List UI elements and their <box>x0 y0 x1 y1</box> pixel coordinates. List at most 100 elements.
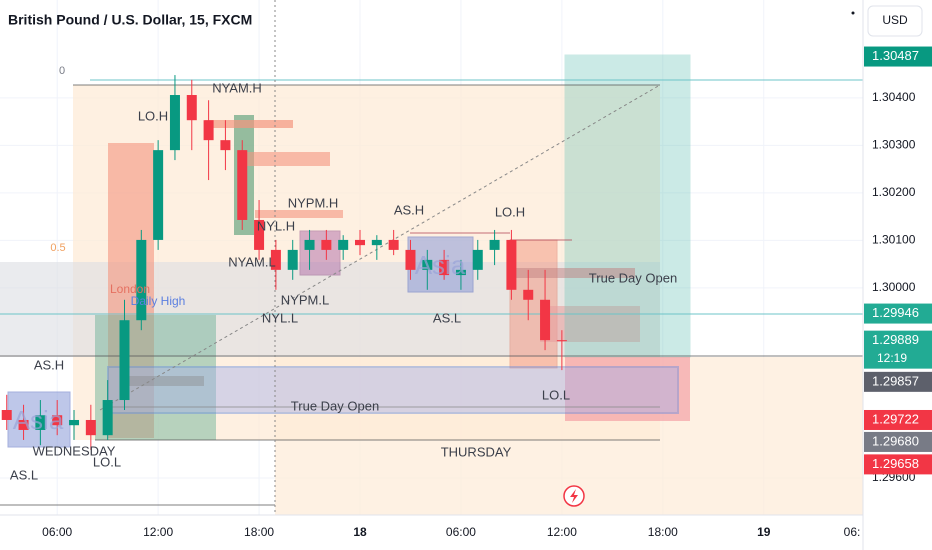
candle-body <box>220 140 231 151</box>
candle-body <box>355 239 366 246</box>
menu-dot[interactable] <box>851 11 855 15</box>
price-badge-label: 1.29889 <box>872 332 919 347</box>
stop-zone <box>565 357 690 421</box>
price-badge <box>864 46 932 67</box>
candle-body <box>540 299 551 341</box>
annotation: NYAM.H <box>212 80 262 95</box>
candle-body <box>35 415 46 430</box>
annotation: AS.L <box>433 310 461 325</box>
price-badge-label: 1.30487 <box>872 48 919 63</box>
annotation: True Day Open <box>291 398 379 413</box>
candle-body <box>153 150 164 240</box>
currency-button[interactable] <box>867 5 923 37</box>
annotation: London <box>110 282 150 296</box>
candle-body <box>254 219 265 250</box>
annotation: 0.5 <box>50 242 65 254</box>
y-tick-label: 1.30400 <box>872 90 916 104</box>
y-tick-label: 1.30100 <box>872 233 916 247</box>
candle-body <box>85 419 96 436</box>
annotation: NYPM.H <box>288 195 339 210</box>
candle-body <box>388 239 399 250</box>
level-bar <box>240 152 330 166</box>
candle-body <box>102 400 113 436</box>
annotation: AS.H <box>394 202 424 217</box>
price-badge <box>864 454 932 475</box>
level-bar <box>515 268 635 278</box>
countdown: 12:19 <box>877 351 907 365</box>
candle-body <box>371 239 382 246</box>
annotation: NYL.L <box>262 310 298 325</box>
x-tick-label: 12:00 <box>143 525 173 539</box>
candle-body <box>203 120 214 141</box>
candle-body <box>439 259 450 276</box>
candle-body <box>287 249 298 270</box>
x-tick-label: 06: <box>844 525 861 539</box>
level-bar <box>120 376 204 386</box>
candle-body <box>489 239 500 250</box>
candle-body <box>506 239 517 290</box>
x-tick-label: 18 <box>353 525 367 539</box>
candle-body <box>321 239 332 250</box>
annotation: NYL.H <box>257 218 295 233</box>
x-tick-label: 19 <box>757 525 771 539</box>
price-badge-label: 1.29680 <box>872 433 919 448</box>
annotation: NYPM.L <box>281 292 329 307</box>
candle-body <box>18 419 29 430</box>
target-zone <box>564 54 691 358</box>
price-badge-label: 1.29946 <box>872 305 919 320</box>
x-tick-label: 18:00 <box>244 525 274 539</box>
price-badge-label: 1.29722 <box>872 411 919 426</box>
price-badge <box>864 431 932 452</box>
axes: 1.30400 1.30300 1.30200 1.30100 1.30000 1.296… <box>42 46 932 539</box>
candle-body <box>186 95 197 121</box>
x-tick-label: 06:00 <box>42 525 72 539</box>
annotation: THURSDAY <box>441 444 512 459</box>
annotation: LO.H <box>495 204 525 219</box>
candle-body <box>270 249 281 270</box>
zone-box <box>540 306 640 342</box>
price-badge <box>864 330 932 369</box>
annotation: WEDNESDAY <box>33 443 116 458</box>
annotation: NYAM.L <box>228 254 275 269</box>
candle-body <box>119 320 130 401</box>
candle-body <box>136 239 147 321</box>
y-tick-label: 1.30300 <box>872 138 916 152</box>
annotation: LO.L <box>542 387 570 402</box>
currency[interactable]: USD <box>882 13 908 27</box>
price-badge <box>864 303 932 324</box>
zone-box <box>299 230 341 276</box>
price-badge-label: 1.29857 <box>872 373 919 388</box>
y-tick-label: 1.30000 <box>872 280 916 294</box>
true-day-open-box <box>107 366 679 414</box>
candle-body <box>455 269 466 276</box>
candle-body <box>422 259 433 270</box>
candle-body <box>405 249 416 270</box>
price-badge-label: 1.29658 <box>872 456 919 471</box>
candle-body <box>69 419 80 426</box>
candle-body <box>1 410 12 420</box>
price-badge <box>864 371 932 392</box>
annotation: Asia <box>415 250 466 280</box>
x-tick-label: 12:00 <box>547 525 577 539</box>
y-tick-label: 1.30200 <box>872 185 916 199</box>
annotation: LO.L <box>93 454 121 469</box>
annotation: True Day Open <box>589 270 677 285</box>
candle-body <box>556 340 567 342</box>
annotations: 0 0.5 NYAM.H LO.H NYPM.H AS.H LO.H NYL.H NYAM.L N… <box>10 65 677 483</box>
x-tick-label: 06:00 <box>446 525 476 539</box>
symbol-title: British Pound / U.S. Dollar, 15, FXCM <box>8 12 252 28</box>
annotation: Asia <box>13 405 64 435</box>
x-tick-label: 18:00 <box>648 525 678 539</box>
alert-bolt <box>570 489 578 503</box>
candle-body <box>52 415 63 426</box>
candle-body <box>237 150 248 220</box>
time-axis <box>0 515 863 550</box>
annotation: Daily High <box>131 294 186 308</box>
candle-body <box>472 249 483 270</box>
annotation: 0 <box>59 65 65 77</box>
candles <box>1 75 567 450</box>
annotation: LO.H <box>138 108 168 123</box>
candle-body <box>304 239 315 250</box>
candle-body <box>169 95 180 151</box>
